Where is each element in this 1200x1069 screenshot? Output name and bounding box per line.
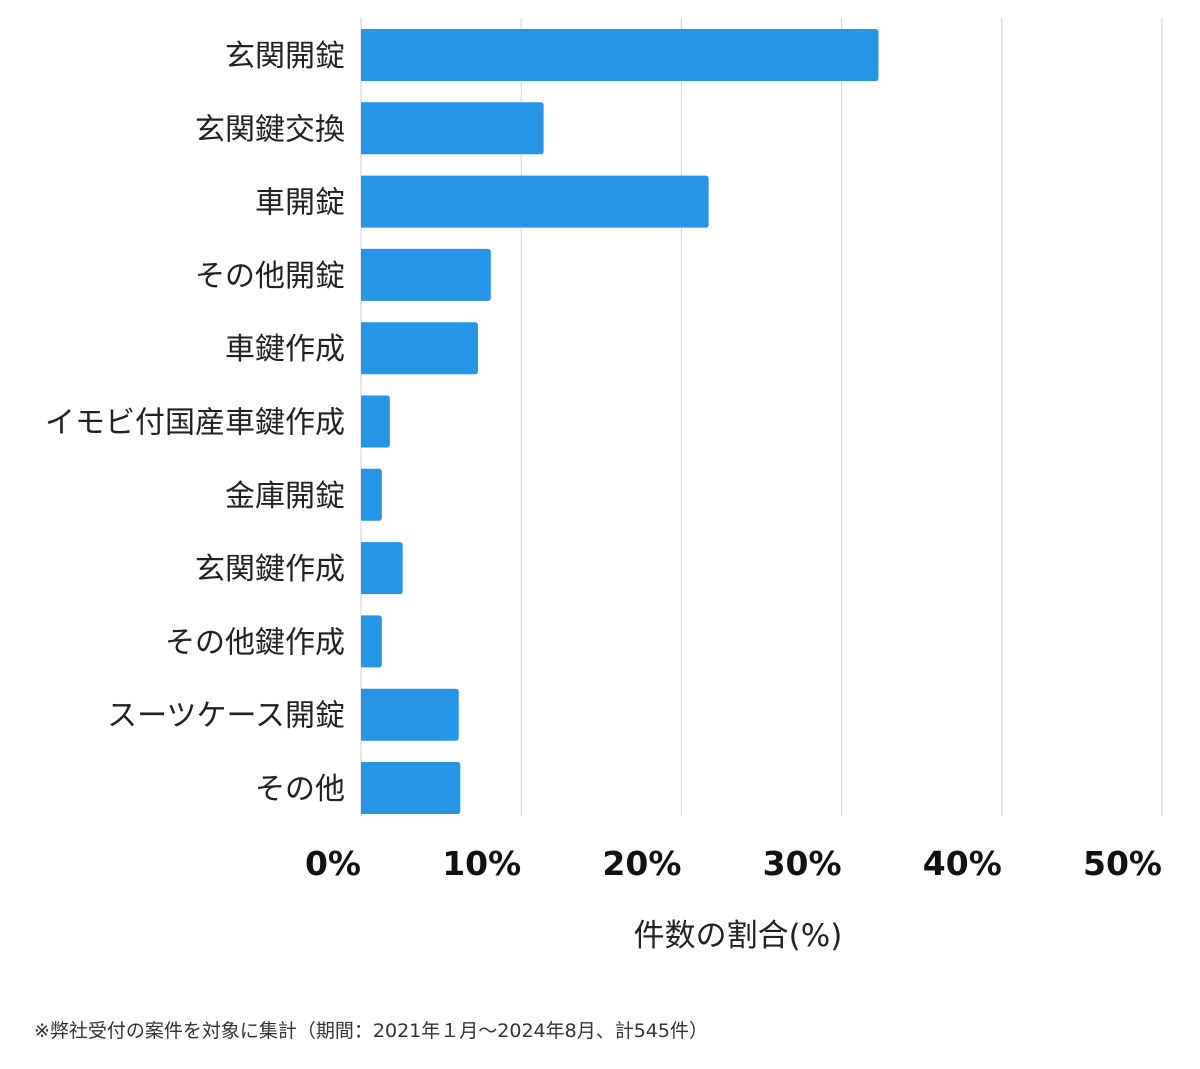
bar-2: [361, 102, 544, 155]
bar-4: [361, 248, 491, 301]
category-label: 玄関開錠: [225, 39, 345, 74]
x-tick-label: 0%: [305, 844, 361, 883]
bar-9: [361, 615, 382, 668]
bar-1: [361, 29, 879, 81]
bar-11: [361, 762, 461, 814]
category-label: スーツケース開錠: [107, 699, 345, 734]
category-label: その他鍵作成: [165, 625, 345, 660]
bar-5: [361, 322, 478, 375]
x-axis-title: 件数の割合(%): [634, 918, 843, 954]
x-tick-label: 50%: [1083, 844, 1162, 883]
category-label: その他: [255, 772, 345, 807]
footnote: ※弊社受付の案件を対象に集計（期間：2021年１月〜2024年8月、計545件）: [34, 1020, 708, 1042]
bar-10: [361, 688, 459, 741]
category-label: 車開錠: [255, 186, 345, 221]
x-tick-label: 10%: [442, 844, 521, 883]
bar-6: [361, 395, 390, 448]
bar-8: [361, 542, 403, 595]
category-label: 玄関鍵交換: [195, 112, 345, 147]
category-label: イモビ付国産車鍵作成: [45, 406, 345, 441]
x-tick-label: 30%: [763, 844, 842, 883]
category-label: 車鍵作成: [225, 332, 345, 367]
category-label: その他開錠: [195, 259, 345, 294]
x-tick-label: 40%: [923, 844, 1002, 883]
bar-chart: 玄関開錠玄関鍵交換車開錠その他開錠車鍵作成イモビ付国産車鍵作成金庫開錠玄関鍵作成…: [45, 18, 1163, 954]
category-label: 玄関鍵作成: [195, 552, 345, 587]
bar-3: [361, 175, 709, 228]
x-tick-label: 20%: [602, 844, 681, 883]
bar-7: [361, 468, 382, 521]
category-label: 金庫開錠: [225, 479, 345, 514]
